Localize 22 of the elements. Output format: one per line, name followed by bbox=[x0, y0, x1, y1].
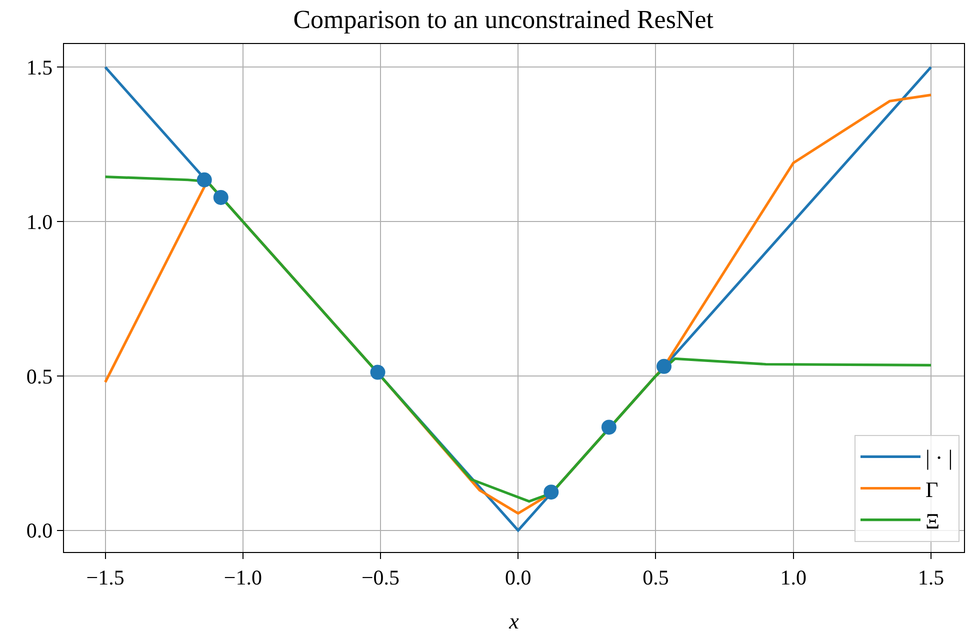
x-tick-label: 0.0 bbox=[505, 565, 532, 590]
legend-label: Ξ bbox=[926, 508, 940, 534]
point bbox=[544, 484, 559, 500]
x-axis-title: x bbox=[508, 608, 520, 634]
chart-title: Comparison to an unconstrained ResNet bbox=[293, 4, 714, 34]
x-tick-label: −1.5 bbox=[86, 565, 124, 590]
point bbox=[601, 420, 616, 435]
point bbox=[213, 190, 228, 205]
y-tick-label: 0.0 bbox=[26, 518, 53, 543]
x-tick-label: 1.5 bbox=[918, 565, 944, 590]
point bbox=[656, 358, 672, 374]
x-tick-label: 0.5 bbox=[642, 565, 669, 590]
y-tick-label: 0.5 bbox=[26, 364, 53, 388]
point bbox=[370, 364, 386, 380]
legend-label: Γ bbox=[926, 476, 938, 502]
x-tick-label: −0.5 bbox=[361, 565, 400, 590]
x-tick-label: −1.0 bbox=[224, 565, 262, 590]
point bbox=[196, 172, 212, 188]
y-tick-label: 1.5 bbox=[26, 56, 53, 80]
x-tick-label: 1.0 bbox=[780, 565, 806, 590]
legend-label: | · | bbox=[926, 445, 953, 470]
y-tick-label: 1.0 bbox=[26, 210, 53, 234]
